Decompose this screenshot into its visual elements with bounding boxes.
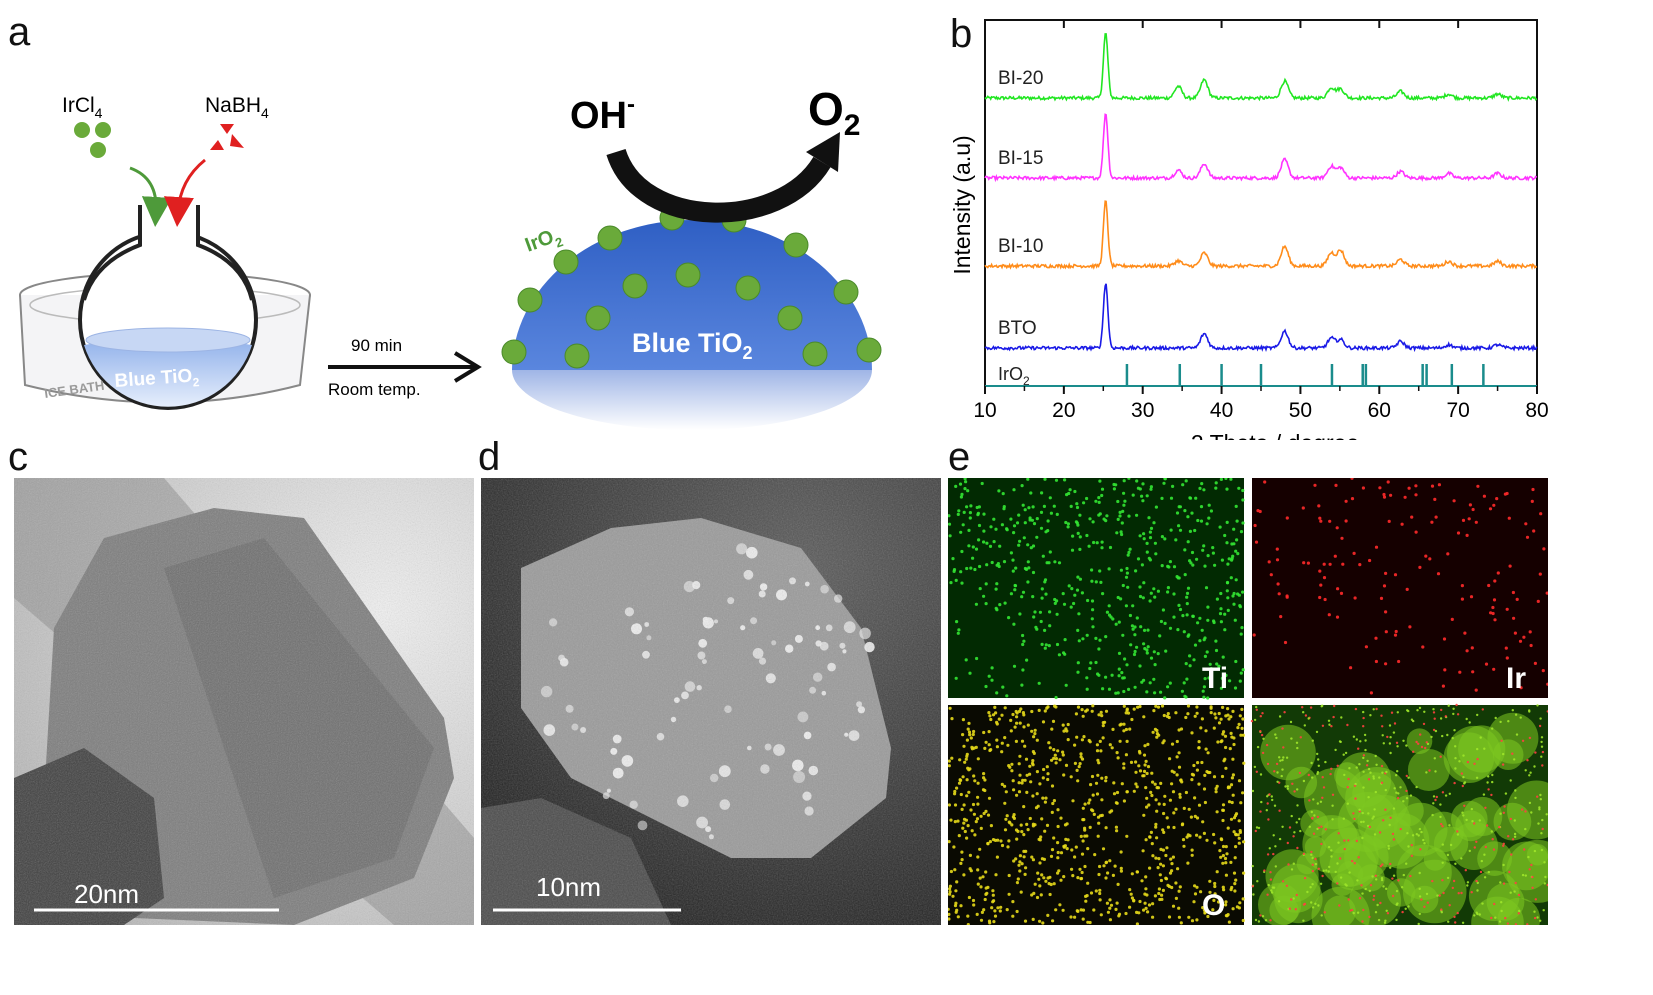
support-label: Blue TiO2 (632, 328, 753, 363)
reagent-ircl4: IrCl4 (62, 94, 103, 121)
ircl4-particles (74, 122, 111, 158)
series-label: BI-10 (998, 236, 1043, 257)
panel-label-d: d (478, 435, 501, 479)
haadf-image: 10nm (481, 478, 941, 925)
x-tick-label: 10 (973, 399, 996, 422)
reagent-nabh4: NaBH4 (205, 94, 269, 121)
reactant-oh: OH- (570, 91, 635, 137)
x-tick-label: 30 (1131, 399, 1154, 422)
xrd-trace-bto (984, 283, 1538, 353)
flask-content-label: Blue TiO2 (114, 365, 200, 395)
scale-label-c: 20nm (74, 879, 139, 909)
round-flask (78, 200, 258, 410)
ircl4-arrow (129, 166, 172, 227)
element-label: Ti (1202, 662, 1228, 695)
reaction-time: 90 min (351, 336, 402, 355)
reaction-condition: Room temp. (328, 380, 421, 399)
tem-image: 20nm (14, 478, 474, 925)
eds-map-ti: Ti (947, 476, 1245, 700)
x-tick-label: 40 (1210, 399, 1233, 422)
eds-maps: Ti Ir O (946, 476, 1570, 950)
eds-map-overlay (1250, 703, 1570, 950)
element-label: O (1202, 889, 1225, 922)
eds-map-grid: Ti Ir O (946, 476, 1570, 950)
panel-label-a: a (8, 10, 31, 54)
catalyst-particle (501, 205, 882, 430)
xrd-trace-bi-20 (984, 33, 1538, 102)
eds-map-o: O (946, 704, 1246, 927)
x-tick-label: 80 (1525, 399, 1548, 422)
oer-curved-arrow (606, 148, 831, 223)
panel-label-e: e (948, 435, 971, 479)
series-label: BTO (998, 318, 1037, 339)
scale-label-d: 10nm (536, 872, 601, 902)
eds-map-ir: Ir (1252, 476, 1550, 698)
x-tick-label: 60 (1368, 399, 1391, 422)
y-axis-title: Intensity (a.u) (949, 135, 975, 274)
series-label: BI-15 (998, 148, 1043, 169)
panel-label-c: c (8, 435, 28, 479)
nabh4-particles (210, 124, 244, 150)
x-tick-label: 50 (1289, 399, 1312, 422)
series-label: BI-20 (998, 68, 1043, 89)
panel-label-b: b (950, 12, 973, 56)
synthesis-schematic: ICE BATH Blue TiO2 IrCl4 NaBH4 90 min Ro… (19, 83, 882, 430)
x-tick-label: 20 (1052, 399, 1075, 422)
nabh4-arrow (163, 158, 206, 227)
xrd-trace-bi-15 (984, 113, 1538, 183)
x-axis-title: 2 Theta / degree (1191, 430, 1359, 440)
x-tick-label: 70 (1446, 399, 1469, 422)
tem-image-art: 20nm (14, 478, 474, 925)
xrd-trace-bi-10 (984, 200, 1538, 271)
haadf-image-art: 10nm (481, 478, 941, 925)
element-label: Ir (1506, 662, 1526, 695)
plot-frame (984, 19, 1538, 387)
product-o2: O2 (808, 83, 860, 142)
